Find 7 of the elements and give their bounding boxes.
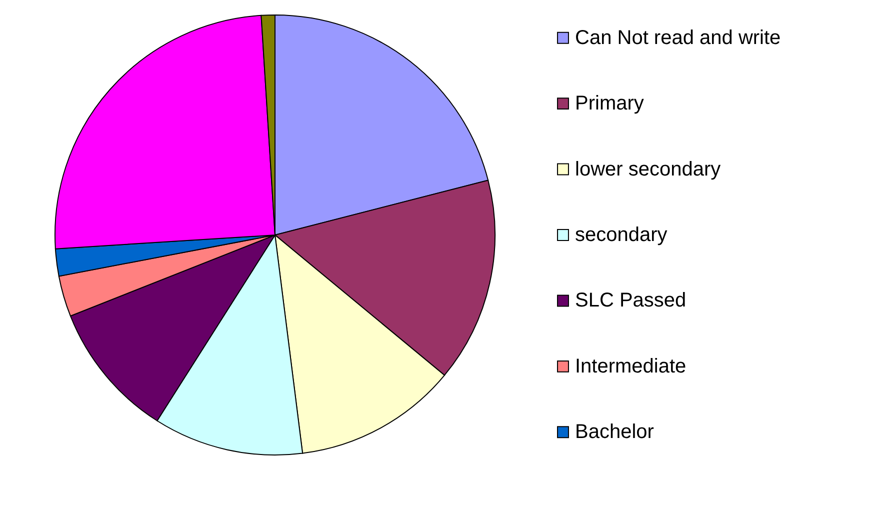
- legend-label: Can Not read and write: [575, 26, 781, 49]
- legend-label: Intermediate: [575, 355, 686, 378]
- legend-label: Bachelor: [575, 421, 654, 444]
- legend-label: lower secondary: [575, 158, 721, 180]
- legend-label: Primary: [575, 92, 644, 115]
- legend-label: secondary: [575, 224, 668, 246]
- legend-label: SLC Passed: [575, 290, 686, 312]
